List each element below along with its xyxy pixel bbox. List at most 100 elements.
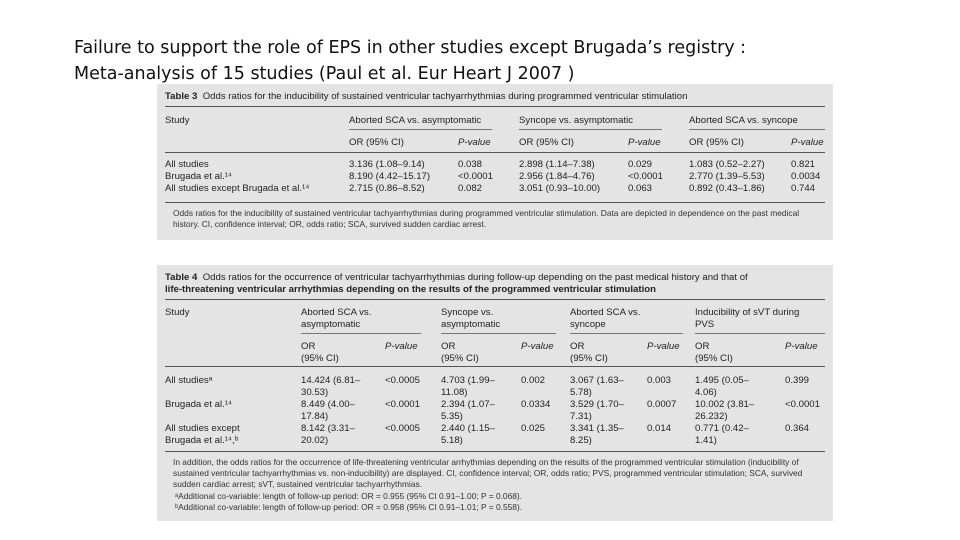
table-4-bottom-rule bbox=[165, 451, 825, 452]
table-cell: 0.0007 bbox=[647, 399, 677, 410]
slide-title-line-1: Failure to support the role of EPS in ot… bbox=[74, 38, 747, 58]
table-cell: 2.770 (1.39–5.53) bbox=[689, 171, 765, 182]
table-cell: 3.051 (0.93–10.00) bbox=[519, 183, 601, 194]
table-3-subheader-or: OR (95% CI) bbox=[349, 137, 404, 148]
table-cell: 0.029 bbox=[628, 159, 653, 170]
slide-title: Failure to support the role of EPS in ot… bbox=[74, 35, 874, 87]
table-3-caption: Table 3 Odds ratios for the inducibility… bbox=[165, 91, 687, 102]
table-cell: 0.0334 bbox=[521, 399, 551, 410]
table-cell: 8.190 (4.42–15.17) bbox=[349, 171, 431, 182]
table-cell: 2.898 (1.14–7.38) bbox=[519, 159, 595, 170]
table-3-subheader-or: OR (95% CI) bbox=[519, 137, 574, 148]
table-4: Table 4 Odds ratios for the occurrence o… bbox=[157, 265, 833, 521]
table-4-group-header: Aborted SCA vs. syncope bbox=[570, 307, 641, 330]
table-cell: 10.002 (3.81– 26.232) bbox=[695, 399, 755, 422]
table-cell: 0.063 bbox=[628, 183, 653, 194]
table-4-group-header: Aborted SCA vs. asymptomatic bbox=[301, 307, 372, 330]
table-4-study-header: Study bbox=[165, 307, 190, 318]
table-4-label: Table 4 bbox=[165, 272, 198, 283]
table-row-study: Brugada et al.¹⁴ bbox=[165, 171, 233, 182]
table-4-subheader-or: OR (95% CI) bbox=[441, 341, 479, 364]
table-4-caption-line-2: life-threatening ventricular arrhythmias… bbox=[165, 284, 656, 295]
table-4-top-rule bbox=[165, 299, 825, 300]
table-cell: 0.821 bbox=[791, 159, 816, 170]
table-3-label: Table 3 bbox=[165, 91, 198, 102]
table-4-footnote: In addition, the odds ratios for the occ… bbox=[173, 457, 803, 489]
table-cell: <0.0001 bbox=[628, 171, 663, 182]
table-cell: 0.082 bbox=[458, 183, 483, 194]
table-4-subheader-p: P-value bbox=[647, 341, 680, 352]
table-cell: 2.715 (0.86–8.52) bbox=[349, 183, 425, 194]
table-3-subheader-p: P-value bbox=[791, 137, 824, 148]
table-4-group-rule bbox=[441, 333, 556, 334]
table-cell: 0.003 bbox=[647, 375, 672, 386]
table-cell: 8.142 (3.31– 20.02) bbox=[301, 423, 355, 446]
table-4-caption: Table 4 Odds ratios for the occurrence o… bbox=[165, 272, 748, 283]
table-cell: 0.025 bbox=[521, 423, 546, 434]
table-cell: 0.771 (0.42– 1.41) bbox=[695, 423, 749, 446]
table-cell: 3.136 (1.08–9.14) bbox=[349, 159, 425, 170]
table-row-study: Brugada et al.¹⁴ bbox=[165, 399, 233, 410]
table-cell: <0.0001 bbox=[458, 171, 493, 182]
table-cell: <0.0005 bbox=[385, 375, 420, 386]
table-cell: 1.083 (0.52–2.27) bbox=[689, 159, 765, 170]
table-3-group-header: Aborted SCA vs. syncope bbox=[689, 115, 798, 126]
slide-title-line-2: Meta-analysis of 15 studies (Paul et al.… bbox=[74, 64, 575, 84]
table-cell: 1.495 (0.05– 4.06) bbox=[695, 375, 749, 398]
table-cell: 8.449 (4.00– 17.84) bbox=[301, 399, 355, 422]
table-3-group-header: Syncope vs. asymptomatic bbox=[519, 115, 634, 126]
table-3-subheader-p: P-value bbox=[458, 137, 491, 148]
table-4-group-rule bbox=[301, 333, 421, 334]
table-cell: 3.529 (1.70– 7.31) bbox=[570, 399, 624, 422]
table-3-header-rule bbox=[165, 152, 825, 153]
table-3-group-rule bbox=[349, 129, 492, 130]
table-4-subheader-or: OR (95% CI) bbox=[695, 341, 733, 364]
table-cell: <0.0001 bbox=[385, 399, 420, 410]
table-3-subheader-or: OR (95% CI) bbox=[689, 137, 744, 148]
table-3-subheader-p: P-value bbox=[628, 137, 661, 148]
table-cell: 0.744 bbox=[791, 183, 816, 194]
table-3-footnote: Odds ratios for the inducibility of sust… bbox=[173, 208, 800, 229]
table-row-study: All studies except Brugada et al.¹⁴ bbox=[165, 183, 310, 194]
table-cell: 0.014 bbox=[647, 423, 672, 434]
table-4-group-header: Inducibility of sVT during PVS bbox=[695, 307, 800, 330]
table-4-subheader-or: OR (95% CI) bbox=[570, 341, 608, 364]
table-cell: 2.394 (1.07– 5.35) bbox=[441, 399, 495, 422]
table-3-top-rule bbox=[165, 106, 825, 107]
table-3-bottom-rule bbox=[165, 202, 825, 203]
table-cell: 14.424 (6.81– 30.53) bbox=[301, 375, 361, 398]
table-cell: 0.038 bbox=[458, 159, 483, 170]
table-4-caption-line-1: Odds ratios for the occurrence of ventri… bbox=[202, 272, 748, 283]
table-cell: 0.0034 bbox=[791, 171, 821, 182]
table-cell: 2.440 (1.15– 5.18) bbox=[441, 423, 495, 446]
table-3-group-rule bbox=[689, 129, 825, 130]
table-4-subheader-or: OR (95% CI) bbox=[301, 341, 339, 364]
table-cell: 0.892 (0.43–1.86) bbox=[689, 183, 765, 194]
table-3-caption-text: Odds ratios for the inducibility of sust… bbox=[202, 91, 688, 102]
table-4-group-rule bbox=[695, 333, 825, 334]
table-4-subheader-p: P-value bbox=[385, 341, 418, 352]
table-3-group-header: Aborted SCA vs. asymptomatic bbox=[349, 115, 482, 126]
table-3: Table 3 Odds ratios for the inducibility… bbox=[157, 84, 833, 240]
table-cell: 0.364 bbox=[785, 423, 810, 434]
table-4-group-header: Syncope vs. asymptomatic bbox=[441, 307, 501, 330]
table-3-group-rule bbox=[519, 129, 662, 130]
table-row-study: All studies bbox=[165, 159, 209, 170]
table-cell: 4.703 (1.99– 11.08) bbox=[441, 375, 495, 398]
table-cell: <0.0001 bbox=[785, 399, 820, 410]
table-cell: 3.067 (1.63– 5.78) bbox=[570, 375, 624, 398]
table-3-study-header: Study bbox=[165, 115, 190, 126]
table-cell: 0.002 bbox=[521, 375, 546, 386]
table-4-subheader-p: P-value bbox=[521, 341, 554, 352]
table-row-study: All studiesᵃ bbox=[165, 375, 213, 386]
table-4-footnote-b: ᵇAdditional co-variable: length of follo… bbox=[175, 502, 523, 512]
table-cell: 2.956 (1.84–4.76) bbox=[519, 171, 595, 182]
table-cell: 0.399 bbox=[785, 375, 810, 386]
table-row-study: All studies except Brugada et al.¹⁴,ᵇ bbox=[165, 423, 240, 446]
table-cell: 3.341 (1.35– 8.25) bbox=[570, 423, 624, 446]
table-4-group-rule bbox=[570, 333, 683, 334]
table-4-header-rule bbox=[165, 366, 825, 367]
table-cell: <0.0005 bbox=[385, 423, 420, 434]
table-4-subheader-p: P-value bbox=[785, 341, 818, 352]
table-4-footnote-a: ᵃAdditional co-variable: length of follo… bbox=[175, 491, 523, 501]
